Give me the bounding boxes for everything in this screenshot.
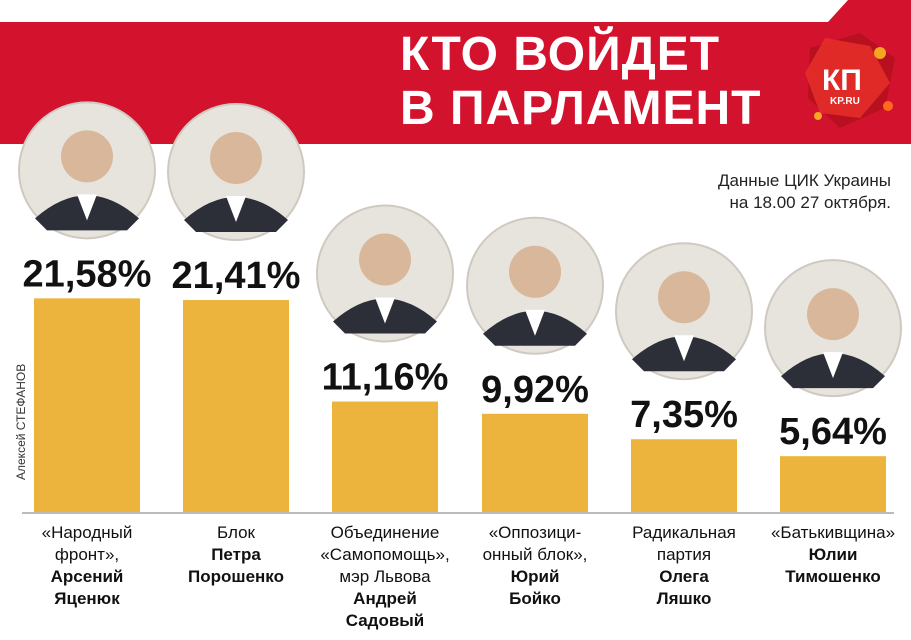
category-label-name: Порошенко	[188, 567, 284, 586]
category-label-name: Тимошенко	[785, 567, 881, 586]
category-label-name: Юлии	[808, 545, 858, 564]
category-label: «Батькивщина» Юлии Тимошенко	[758, 522, 908, 588]
data-source-note: Данные ЦИК Украины на 18.00 27 октября.	[718, 170, 891, 214]
category-label-line: «Оппозици-	[488, 523, 582, 542]
bar	[34, 298, 140, 512]
category-label-name: Олега	[659, 567, 709, 586]
value-label: 21,58%	[23, 253, 152, 295]
bar	[332, 401, 438, 512]
banner-corner-icon	[828, 0, 911, 22]
photo-credit: Алексей СТЕФАНОВ	[14, 363, 28, 480]
category-label-line: фронт»,	[54, 545, 120, 564]
bar	[183, 300, 289, 512]
category-label-name: Андрей	[353, 589, 417, 608]
value-label: 21,41%	[172, 255, 301, 297]
category-label-line: Радикальная	[632, 523, 736, 542]
category-label: «Оппозици-онный блок», Юрий Бойко	[460, 522, 610, 610]
category-label-name: Арсений	[50, 567, 124, 586]
category-label-name: Петра	[211, 545, 261, 564]
category-label-name: Садовый	[345, 611, 425, 630]
value-label: 5,64%	[779, 411, 887, 453]
title-line-1: КТО ВОЙДЕТ	[400, 28, 721, 81]
bar	[780, 456, 886, 512]
chart-baseline	[22, 512, 894, 514]
value-label: 11,16%	[322, 357, 449, 399]
category-label: Радикальная партия Олега Ляшко	[609, 522, 759, 610]
svg-text:KP.RU: KP.RU	[830, 96, 860, 107]
category-label-name: Ляшко	[656, 589, 712, 608]
category-label-line: «Самопомощь»,	[320, 545, 450, 564]
category-label: Объединение «Самопомощь», мэр Львова Андрей…	[310, 522, 460, 632]
category-label-line: онный блок»,	[482, 545, 588, 564]
category-label-name: Юрий	[510, 567, 560, 586]
category-label-name: Яценюк	[54, 589, 120, 608]
portrait-photo-icon	[316, 204, 454, 343]
value-label: 9,92%	[481, 369, 589, 411]
portrait-photo-icon	[466, 216, 604, 355]
kp-logo-icon: КП KP.RU	[805, 33, 895, 128]
category-label: «Народный фронт», Арсений Яценюк	[12, 522, 162, 610]
category-label-line: «Батькивщина»	[770, 523, 896, 542]
bar	[482, 413, 588, 512]
value-label: 7,35%	[630, 394, 738, 436]
source-line-1: Данные ЦИК Украины	[717, 171, 891, 190]
category-label-line: мэр Львова	[339, 567, 431, 586]
svg-text:КП: КП	[822, 64, 862, 97]
category-label-line: партия	[656, 545, 712, 564]
portrait-photo-icon	[764, 259, 902, 398]
page-title: КТО ВОЙДЕТ В ПАРЛАМЕНТ	[400, 28, 780, 136]
category-label-name: Бойко	[509, 589, 561, 608]
source-line-2: на 18.00 27 октября.	[729, 193, 891, 212]
portrait-photo-icon	[615, 242, 753, 381]
title-line-2: В ПАРЛАМЕНТ	[400, 82, 762, 135]
category-label-line: Блок	[217, 523, 255, 542]
category-label-line: Объединение	[330, 523, 440, 542]
category-label-line: «Народный	[41, 523, 133, 542]
category-label: Блок Петра Порошенко	[161, 522, 311, 588]
bar	[631, 439, 737, 512]
